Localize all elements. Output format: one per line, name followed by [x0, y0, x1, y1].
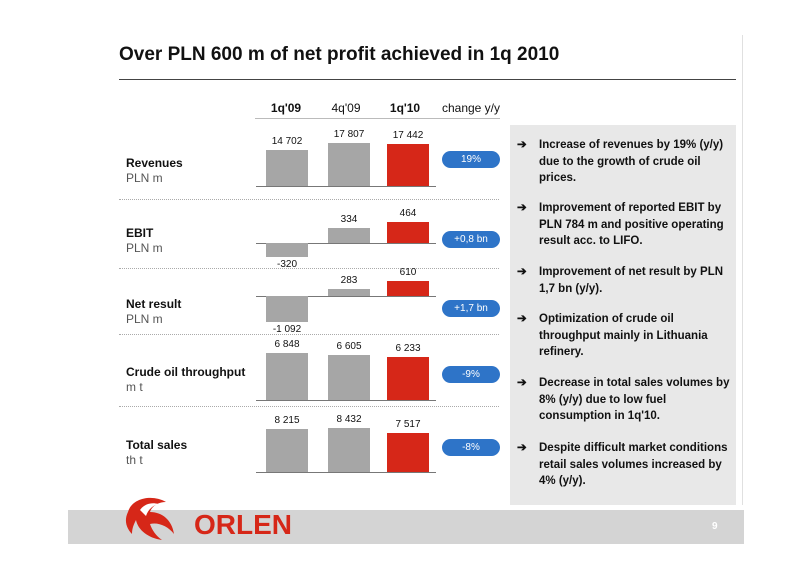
- row-label-crude-oil: Crude oil throughput m t: [126, 365, 245, 395]
- value-label: 14 702: [271, 136, 303, 148]
- chart-baseline: [256, 472, 436, 473]
- orlen-logo: ORLEN: [125, 497, 292, 540]
- bullet-item: ➔ Increase of revenues by 19% (y/y) due …: [517, 137, 732, 187]
- col-header-1q10: 1q'10: [389, 101, 421, 115]
- bullet-text: Optimization of crude oil throughput mai…: [539, 313, 708, 358]
- bullet-item: ➔ Optimization of crude oil throughput m…: [517, 311, 732, 361]
- bar-1q09: [266, 150, 308, 186]
- bar-4q09: [328, 354, 370, 400]
- bar-1q10: [387, 281, 429, 296]
- row-unit: PLN m: [126, 241, 163, 255]
- row-name: Net result: [126, 297, 182, 311]
- row-separator: [119, 406, 499, 407]
- change-badge-net-result: +1,7 bn: [442, 300, 500, 317]
- row-name: EBIT: [126, 226, 154, 240]
- chart-ebit: -320 334 464: [256, 206, 436, 273]
- chart-total-sales: 8 215 8 432 7 517: [256, 412, 436, 488]
- chart-baseline: [256, 400, 436, 401]
- bar-4q09: [328, 227, 370, 243]
- chart-net-result: -1 092 283 610: [256, 265, 436, 338]
- logo-text: ORLEN: [194, 509, 292, 540]
- row-label-total-sales: Total sales th t: [126, 438, 187, 468]
- row-label-net-result: Net result PLN m: [126, 297, 181, 327]
- bar-1q10: [387, 222, 429, 243]
- chart-baseline: [256, 186, 436, 187]
- change-badge-crude-oil: -9%: [442, 366, 500, 383]
- header-divider: [255, 118, 500, 119]
- bar-1q10: [387, 432, 429, 472]
- row-name: Crude oil throughput: [126, 365, 246, 379]
- bullet-item: ➔ Improvement of reported EBIT by PLN 78…: [517, 200, 732, 250]
- value-label: 8 432: [336, 414, 362, 425]
- col-header-1q09: 1q'09: [270, 101, 302, 115]
- row-unit: PLN m: [126, 171, 163, 185]
- footer-bar: [68, 510, 744, 544]
- bullet-text: Improvement of reported EBIT by PLN 784 …: [539, 202, 724, 247]
- bullet-text: Despite difficult market conditions reta…: [539, 442, 728, 487]
- arrow-right-icon: ➔: [517, 442, 527, 454]
- bullet-item: ➔ Despite difficult market conditions re…: [517, 440, 732, 490]
- value-label: 17 807: [333, 129, 365, 140]
- bar-4q09: [328, 289, 370, 296]
- value-label: 8 215: [274, 415, 300, 427]
- bar-4q09: [328, 428, 370, 472]
- bar-1q09: [266, 429, 308, 472]
- row-name: Revenues: [126, 156, 183, 170]
- row-label-ebit: EBIT PLN m: [126, 226, 163, 256]
- arrow-right-icon: ➔: [517, 313, 527, 325]
- value-label: -320: [276, 259, 297, 270]
- chart-crude-oil: 6 848 6 605 6 233: [256, 337, 436, 416]
- row-unit: m t: [126, 380, 143, 394]
- row-unit: PLN m: [126, 312, 163, 326]
- col-header-4q09: 4q'09: [331, 101, 361, 115]
- change-badge-ebit: +0,8 bn: [442, 231, 500, 248]
- bullet-text: Improvement of net result by PLN 1,7 bn …: [539, 266, 724, 295]
- arrow-right-icon: ➔: [517, 202, 527, 214]
- bullet-text: Decrease in total sales volumes by 8% (y…: [539, 377, 730, 422]
- arrow-right-icon: ➔: [517, 377, 527, 389]
- value-label: 17 442: [392, 129, 424, 141]
- value-label: 464: [399, 208, 417, 219]
- value-label: 6 233: [395, 343, 421, 355]
- value-label: 334: [340, 213, 358, 225]
- orlen-eagle-icon: [125, 497, 174, 540]
- bar-1q09: [266, 296, 308, 322]
- bar-1q10: [387, 143, 429, 186]
- chart-revenues: 14 702 17 807 17 442: [256, 127, 436, 202]
- page-title: Over PLN 600 m of net profit achieved in…: [119, 44, 560, 65]
- value-label: 283: [340, 275, 358, 287]
- change-badge-revenues: 19%: [442, 151, 500, 168]
- chart-baseline: [256, 243, 436, 244]
- value-label: 6 848: [274, 339, 300, 350]
- bullet-item: ➔ Improvement of net result by PLN 1,7 b…: [517, 264, 732, 297]
- bar-4q09: [328, 143, 370, 186]
- chart-baseline: [256, 296, 436, 297]
- row-separator: [119, 334, 499, 335]
- arrow-right-icon: ➔: [517, 266, 527, 278]
- row-separator: [119, 199, 499, 200]
- value-label: 610: [399, 267, 417, 278]
- value-label: 6 605: [336, 340, 362, 352]
- row-label-revenues: Revenues PLN m: [126, 156, 183, 186]
- commentary-panel: [510, 125, 736, 505]
- page-number: 9: [712, 521, 718, 532]
- bullet-text: Increase of revenues by 19% (y/y) due to…: [539, 139, 724, 184]
- value-label: 7 517: [395, 418, 421, 430]
- row-unit: th t: [126, 453, 143, 467]
- change-badge-total-sales: -8%: [442, 439, 500, 456]
- bullet-item: ➔ Decrease in total sales volumes by 8% …: [517, 375, 732, 425]
- value-label: -1 092: [272, 324, 302, 335]
- row-separator: [119, 268, 499, 269]
- right-border-line: [742, 35, 743, 505]
- bar-1q09: [266, 243, 308, 257]
- bar-1q09: [266, 353, 308, 400]
- arrow-right-icon: ➔: [517, 139, 527, 151]
- row-name: Total sales: [126, 438, 188, 452]
- title-divider: [119, 79, 736, 80]
- col-header-change: change y/y: [441, 101, 501, 115]
- bar-1q10: [387, 357, 429, 400]
